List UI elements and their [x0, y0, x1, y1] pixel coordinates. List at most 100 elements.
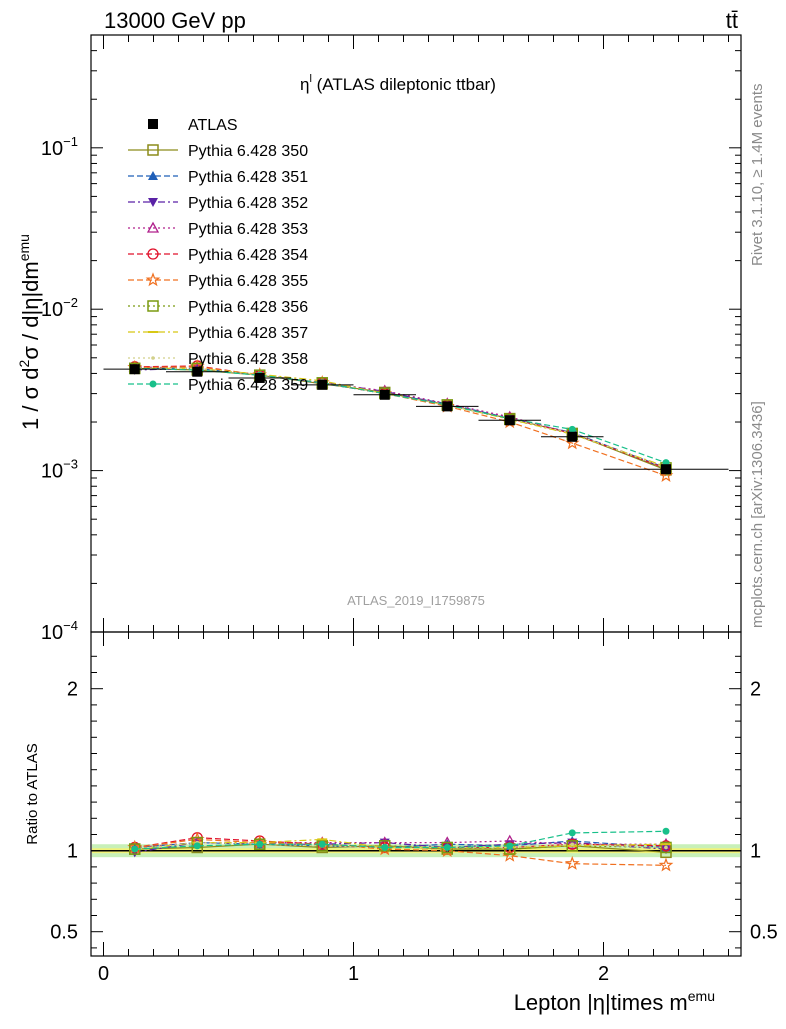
main-y-tick-label: 10−1: [41, 134, 78, 160]
main-series-point-shape: [568, 425, 576, 433]
legend-entry: Pythia 6.428 358: [128, 351, 308, 368]
x-axis: 0 1 2: [98, 35, 729, 985]
ratio-y-tick-label: 1: [67, 841, 78, 863]
legend-marker-shape: [145, 272, 161, 287]
ratio-series-point: [570, 842, 575, 847]
legend-label: Pythia 6.428 351: [188, 169, 308, 186]
legend-marker-shape: [147, 300, 159, 312]
ratio-y-axis-label: Ratio to ATLAS: [24, 743, 41, 844]
data-point: [504, 415, 515, 426]
data-point: [567, 431, 578, 442]
x-tick-label: 1: [348, 963, 359, 985]
mcplots-label: mcplots.cern.ch [arXiv:1306.3436]: [749, 401, 766, 628]
ratio-series-line: [134, 830, 667, 850]
data-point: [442, 401, 453, 412]
main-plot-title: ηl (ATLAS dileptonic ttbar): [300, 73, 496, 94]
data-point-shape: [192, 366, 203, 377]
legend-label: Pythia 6.428 357: [188, 325, 308, 342]
legend-entry: Pythia 6.428 352: [128, 195, 308, 212]
legend-marker: [147, 300, 159, 312]
x-axis-label: Lepton |η|times memu: [514, 988, 715, 1015]
ratio-series-layer: [127, 827, 674, 872]
legend-marker-shape: [146, 221, 160, 233]
data-point: [661, 464, 671, 475]
ratio-y-tick-label: 2: [67, 679, 78, 701]
x-tick-label: 0: [98, 963, 109, 985]
ratio-series-point: [658, 857, 674, 872]
ratio-series-point: [193, 842, 201, 850]
ratio-series-point-shape: [570, 842, 575, 847]
legend-entry: Pythia 6.428 351: [128, 169, 308, 186]
x-tick-label: 2: [598, 963, 609, 985]
main-y-axis: 10−1 10−2 10−3 10−4: [41, 34, 741, 644]
main-series-point: [568, 425, 576, 433]
legend-label: Pythia 6.428 350: [188, 143, 308, 160]
legend-marker-shape: [147, 144, 159, 156]
data-point-shape: [379, 389, 390, 400]
legend-entry: Pythia 6.428 350: [128, 143, 308, 160]
ratio-y-tick-label-right: 1: [750, 841, 761, 863]
legend-marker: [151, 356, 155, 360]
legend-marker: [148, 171, 158, 180]
legend-entry: Pythia 6.428 354: [128, 247, 308, 264]
legend-marker: [147, 144, 159, 156]
legend-label: Pythia 6.428 359: [188, 377, 308, 394]
legend-label: ATLAS: [188, 117, 238, 134]
ratio-series-point: [661, 845, 671, 855]
legend-marker: [147, 248, 159, 260]
legend-marker: [145, 272, 161, 287]
legend-label: Pythia 6.428 358: [188, 351, 308, 368]
ratio-series-point-shape: [658, 857, 674, 872]
legend-entry: Pythia 6.428 353: [128, 221, 308, 238]
ratio-series-point: [256, 840, 264, 848]
ratio-series-line: [134, 837, 667, 849]
legend-marker-shape: [151, 356, 155, 360]
ratio-series-point-shape: [568, 829, 576, 837]
ratio-series-point: [131, 845, 139, 853]
data-point: [379, 389, 390, 400]
legend-entry: Pythia 6.428 359: [128, 377, 308, 394]
ratio-series-point-shape: [443, 843, 451, 851]
main-series-line: [134, 367, 667, 469]
legend-label: Pythia 6.428 354: [188, 247, 308, 264]
data-point: [129, 364, 140, 375]
ratio-series-point: [506, 842, 514, 850]
main-y-tick-label: 10−3: [41, 457, 78, 483]
legend-marker: [148, 119, 158, 129]
data-point-shape: [567, 431, 578, 442]
legend-marker: [146, 221, 160, 233]
legend-label: Pythia 6.428 356: [188, 299, 308, 316]
ratio-y-axis: 0.5 0.5 1 1 2 2: [50, 655, 778, 949]
legend-label: Pythia 6.428 355: [188, 273, 308, 290]
ratio-series-point: [662, 827, 670, 835]
data-point: [317, 379, 328, 390]
ratio-series-point: [664, 845, 668, 850]
ratio-series-point: [318, 840, 326, 848]
ratio-series-point-shape: [256, 840, 264, 848]
main-y-axis-label: 1 / σ d2σ / d|η|dmemu: [16, 234, 43, 430]
data-point-shape: [661, 464, 671, 475]
ratio-series-point-shape: [131, 845, 139, 853]
legend-entry: Pythia 6.428 356: [128, 299, 308, 316]
main-series-layer: [103, 359, 729, 482]
ratio-y-tick-label: 0.5: [50, 922, 78, 944]
ratio-series-point-shape: [662, 827, 670, 835]
data-point-shape: [129, 364, 140, 375]
legend-marker-shape: [148, 198, 158, 207]
ratio-panel-frame: [90, 631, 742, 957]
legend-entry: Pythia 6.428 357: [128, 325, 308, 342]
legend-marker-shape: [147, 248, 159, 260]
main-y-tick-label: 10−2: [41, 295, 78, 321]
ratio-series-point-shape: [506, 842, 514, 850]
legend-label: Pythia 6.428 353: [188, 221, 308, 238]
legend-entry: ATLAS: [148, 117, 238, 134]
process-label: tt̄: [726, 8, 738, 33]
ratio-y-tick-label-right: 0.5: [750, 922, 778, 944]
ratio-series-point-shape: [564, 855, 580, 870]
data-point: [192, 366, 203, 377]
data-point-shape: [504, 415, 515, 426]
data-point: [254, 372, 265, 383]
analysis-id-label: ATLAS_2019_I1759875: [347, 593, 485, 608]
